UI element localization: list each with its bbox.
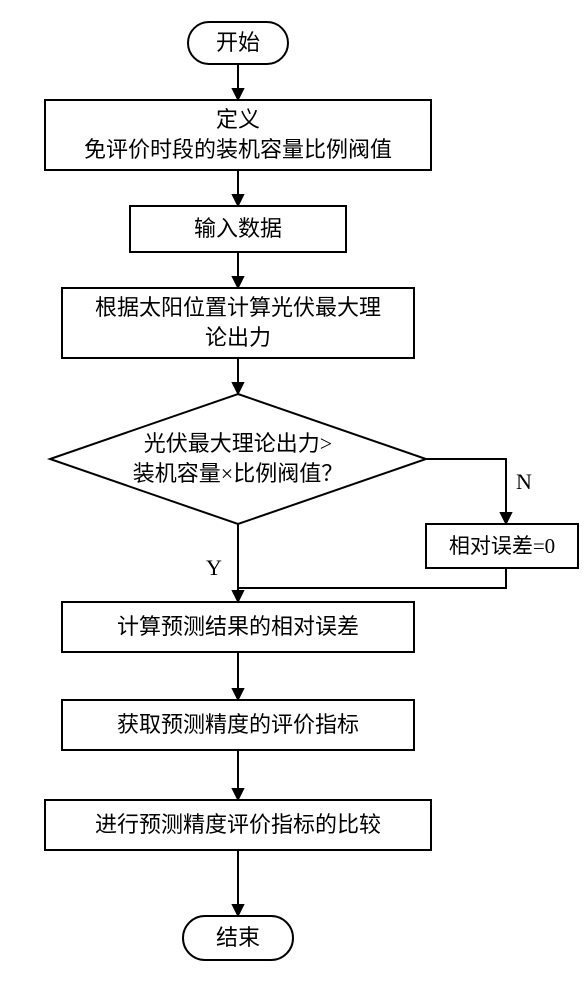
- label-rel0: 相对误差=0: [426, 524, 578, 568]
- label-get-idx: 获取预测精度的评价指标: [62, 700, 414, 750]
- label-input: 输入数据: [130, 206, 346, 252]
- label-end: 结束: [183, 916, 293, 960]
- label-compare: 进行预测精度评价指标的比较: [45, 800, 431, 850]
- label-define: 定义 免评价时段的装机容量比例阀值: [45, 100, 431, 170]
- label-decision: 光伏最大理论出力> 装机容量×比例阀值？: [80, 414, 396, 504]
- label-no: N: [510, 470, 538, 494]
- label-start: 开始: [188, 22, 288, 64]
- label-calc-max: 根据太阳位置计算光伏最大理 论出力: [62, 288, 414, 358]
- label-calc-err: 计算预测结果的相对误差: [62, 602, 414, 652]
- label-yes: Y: [200, 556, 228, 580]
